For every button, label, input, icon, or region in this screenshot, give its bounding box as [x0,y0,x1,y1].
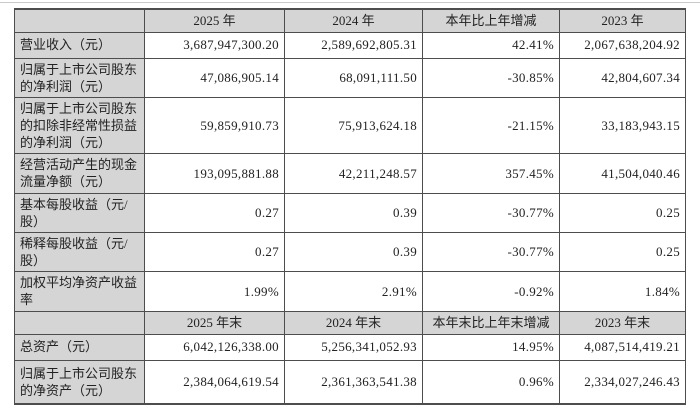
table-row-net-profit-excl-nonrecurring: 归属于上市公司股东的扣除非经常性损益的净利润（元） 59,859,910.73 … [14,96,686,155]
value-2023-cell: 4,087,514,419.21 [559,333,686,361]
row-label-cell: 归属于上市公司股东的净资产（元） [14,359,145,405]
value-2023-cell: 42,804,607.34 [559,57,686,98]
change-cell: -30.77% [422,192,560,233]
table-row-revenue: 营业收入（元） 3,687,947,300.20 2,589,692,805.3… [14,31,686,59]
value-2023-cell: 1.84% [559,271,686,312]
value-2023-cell: 2,334,027,246.43 [559,359,686,405]
row-label-cell: 归属于上市公司股东的扣除非经常性损益的净利润（元） [14,96,145,155]
row-label-cell: 总资产（元） [14,333,145,361]
value-2023-cell: 33,183,943.15 [559,96,686,155]
value-2023-cell: 41,504,040.46 [559,153,686,194]
value-2024-cell: 5,256,341,052.93 [284,333,423,361]
corner-blank-cell [14,8,145,33]
change-cell: -30.85% [422,57,560,98]
col-header-2025-end: 2025 年末 [144,310,285,335]
corner-blank-cell [14,310,145,335]
change-cell: 42.41% [422,31,560,59]
value-2024-cell: 2.91% [284,271,423,312]
table-row-operating-cash-flow: 经营活动产生的现金流量净额（元） 193,095,881.88 42,211,2… [14,153,686,194]
table-row-weighted-avg-roe: 加权平均净资产收益率 1.99% 2.91% -0.92% 1.84% [14,271,686,312]
change-cell: 0.96% [422,359,560,405]
value-2024-cell: 0.39 [284,231,423,273]
value-2024-cell: 2,361,363,541.38 [284,359,423,405]
value-2024-cell: 0.39 [284,192,423,233]
change-cell: 357.45% [422,153,560,194]
change-cell: -0.92% [422,271,560,312]
col-header-2023-end: 2023 年末 [559,310,686,335]
value-2025-cell: 0.27 [144,231,285,273]
value-2025-cell: 193,095,881.88 [144,153,285,194]
value-2023-cell: 0.25 [559,231,686,273]
col-header-2023: 2023 年 [559,8,686,33]
row-label-cell: 稀释每股收益（元/股） [14,231,145,273]
col-header-2024: 2024 年 [284,8,423,33]
table-row-total-assets: 总资产（元） 6,042,126,338.00 5,256,341,052.93… [14,333,686,361]
financial-summary-table: 2025 年 2024 年 本年比上年增减 2023 年 营业收入（元） 3,6… [14,8,686,406]
change-cell: 14.95% [422,333,560,361]
value-2025-cell: 47,086,905.14 [144,57,285,98]
row-label-cell: 经营活动产生的现金流量净额（元） [14,153,145,194]
page-top-divider [0,2,700,3]
value-2023-cell: 2,067,638,204.92 [559,31,686,59]
col-header-end-change: 本年末比上年末增减 [422,310,560,335]
value-2024-cell: 42,211,248.57 [284,153,423,194]
period-header-row: 2025 年 2024 年 本年比上年增减 2023 年 [14,8,686,33]
value-2025-cell: 2,384,064,619.54 [144,359,285,405]
row-label-cell: 基本每股收益（元/股） [14,192,145,233]
value-2025-cell: 6,042,126,338.00 [144,333,285,361]
change-cell: -30.77% [422,231,560,273]
table-row-diluted-eps: 稀释每股收益（元/股） 0.27 0.39 -30.77% 0.25 [14,231,686,273]
value-2024-cell: 68,091,111.50 [284,57,423,98]
value-2025-cell: 0.27 [144,192,285,233]
value-2024-cell: 2,589,692,805.31 [284,31,423,59]
value-2025-cell: 3,687,947,300.20 [144,31,285,59]
value-2023-cell: 0.25 [559,192,686,233]
col-header-2025: 2025 年 [144,8,285,33]
table-row-net-profit: 归属于上市公司股东的净利润（元） 47,086,905.14 68,091,11… [14,57,686,98]
row-label-cell: 加权平均净资产收益率 [14,271,145,312]
table-row-basic-eps: 基本每股收益（元/股） 0.27 0.39 -30.77% 0.25 [14,192,686,233]
value-2025-cell: 1.99% [144,271,285,312]
change-cell: -21.15% [422,96,560,155]
row-label-cell: 营业收入（元） [14,31,145,59]
value-2024-cell: 75,913,624.18 [284,96,423,155]
col-header-2024-end: 2024 年末 [284,310,423,335]
col-header-change: 本年比上年增减 [422,8,560,33]
period-end-header-row: 2025 年末 2024 年末 本年末比上年末增减 2023 年末 [14,310,686,335]
table-row-net-assets: 归属于上市公司股东的净资产（元） 2,384,064,619.54 2,361,… [14,359,686,405]
value-2025-cell: 59,859,910.73 [144,96,285,155]
row-label-cell: 归属于上市公司股东的净利润（元） [14,57,145,98]
